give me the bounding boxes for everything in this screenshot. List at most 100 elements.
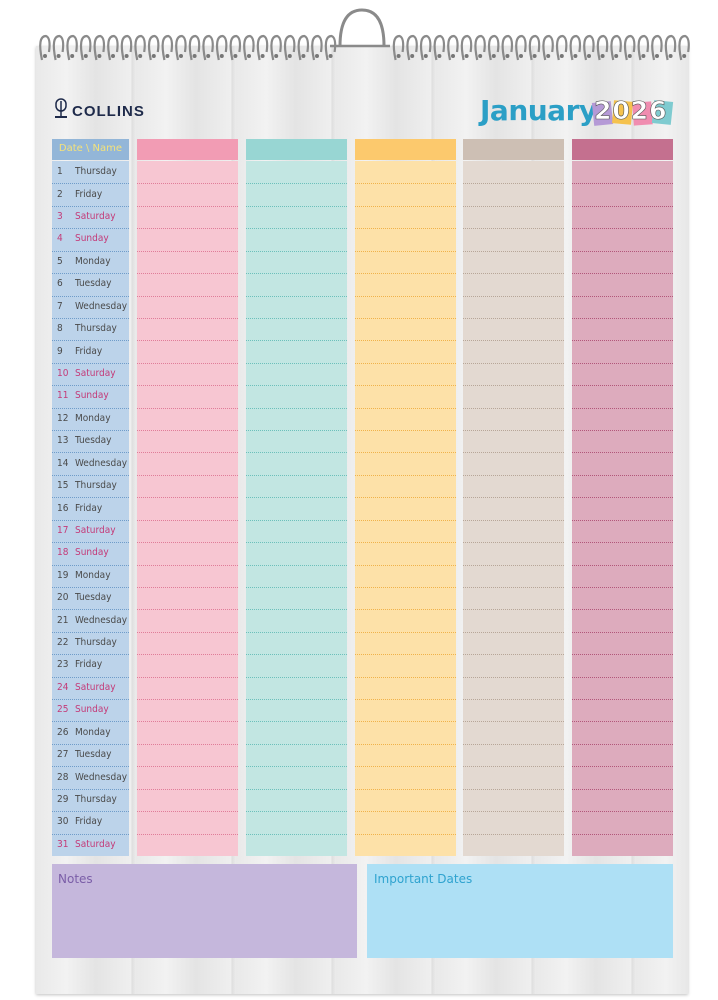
row-rule <box>355 676 456 678</box>
row-rule <box>572 362 673 364</box>
day-number: 29 <box>57 793 69 805</box>
row-rule <box>52 609 129 611</box>
row-rule <box>246 273 347 275</box>
day-name: Saturday <box>75 524 116 536</box>
row-rule <box>52 183 129 185</box>
punch-hole <box>260 54 265 58</box>
row-rule <box>355 183 456 185</box>
row-rule <box>463 743 564 745</box>
row-rule <box>463 452 564 454</box>
row-rule <box>463 654 564 656</box>
row-rule <box>52 654 129 656</box>
day-number: 18 <box>57 547 69 559</box>
row-rule <box>463 519 564 521</box>
row-rule <box>246 743 347 745</box>
row-rule <box>246 317 347 319</box>
row-rule <box>137 295 238 297</box>
row-rule <box>572 250 673 252</box>
row-rule <box>137 228 238 230</box>
row-rule <box>52 788 129 790</box>
ring <box>501 34 514 61</box>
punch-hole <box>491 54 496 58</box>
day-number: 12 <box>57 412 69 424</box>
punch-hole <box>614 54 619 58</box>
row-rule <box>572 811 673 813</box>
column-header <box>246 139 347 160</box>
punch-hole <box>668 54 673 58</box>
ring <box>664 34 677 61</box>
row-rule <box>52 362 129 364</box>
date-body <box>52 161 129 856</box>
row-rule <box>246 452 347 454</box>
day-number: 23 <box>57 659 69 671</box>
row-rule <box>52 676 129 678</box>
row-rule <box>246 586 347 588</box>
ring <box>134 34 146 61</box>
punch-hole <box>546 54 551 58</box>
day-number: 6 <box>57 278 63 290</box>
day-name: Thursday <box>75 323 117 335</box>
column-header <box>137 139 238 160</box>
row-rule <box>52 743 129 745</box>
year: 2026 <box>594 96 668 126</box>
row-rule <box>52 519 129 521</box>
row-rule <box>52 407 129 409</box>
row-rule <box>355 385 456 387</box>
row-rule <box>137 833 238 835</box>
ring <box>283 34 296 61</box>
punch-hole <box>559 54 564 58</box>
row-rule <box>137 205 238 207</box>
day-name: Tuesday <box>75 749 112 761</box>
row-rule <box>463 609 564 611</box>
row-rule <box>463 766 564 768</box>
ring <box>147 34 160 61</box>
day-name: Saturday <box>75 211 116 223</box>
punch-hole <box>627 54 632 58</box>
ring <box>515 34 527 61</box>
day-name: Wednesday <box>75 457 128 469</box>
day-number: 2 <box>57 188 63 200</box>
punch-hole <box>111 54 115 58</box>
row-rule <box>52 564 129 566</box>
date-header-label: Date \ Name <box>58 143 123 154</box>
punch-hole <box>233 54 238 58</box>
day-number: 24 <box>57 681 69 693</box>
day-name: Wednesday <box>75 300 128 312</box>
ring <box>419 34 432 61</box>
row-rule <box>463 811 564 813</box>
row-rule <box>572 631 673 633</box>
row-rule <box>137 811 238 813</box>
row-rule <box>572 788 673 790</box>
row-rule <box>572 833 673 835</box>
day-number: 15 <box>57 480 69 492</box>
row-rule <box>572 228 673 230</box>
row-rule <box>137 430 238 432</box>
row-rule <box>52 833 129 835</box>
row-rule <box>137 273 238 275</box>
day-number: 20 <box>57 592 69 604</box>
day-number: 14 <box>57 457 69 469</box>
row-rule <box>246 676 347 678</box>
row-rule <box>52 497 129 499</box>
row-rule <box>137 407 238 409</box>
day-name: Thursday <box>75 166 117 178</box>
punch-hole <box>315 54 319 58</box>
row-rule <box>137 385 238 387</box>
day-name: Sunday <box>75 547 109 559</box>
day-number: 10 <box>57 367 69 379</box>
ring <box>596 34 609 61</box>
ring <box>66 34 78 61</box>
row-rule <box>246 542 347 544</box>
day-number: 16 <box>57 502 69 514</box>
row-rule <box>246 564 347 566</box>
row-rule <box>572 183 673 185</box>
ring <box>215 34 228 61</box>
row-rule <box>137 474 238 476</box>
ring <box>460 34 473 61</box>
row-rule <box>52 631 129 633</box>
punch-hole <box>56 54 61 58</box>
ring <box>52 34 65 61</box>
ring <box>569 34 582 61</box>
ring <box>542 34 554 61</box>
row-rule <box>572 295 673 297</box>
